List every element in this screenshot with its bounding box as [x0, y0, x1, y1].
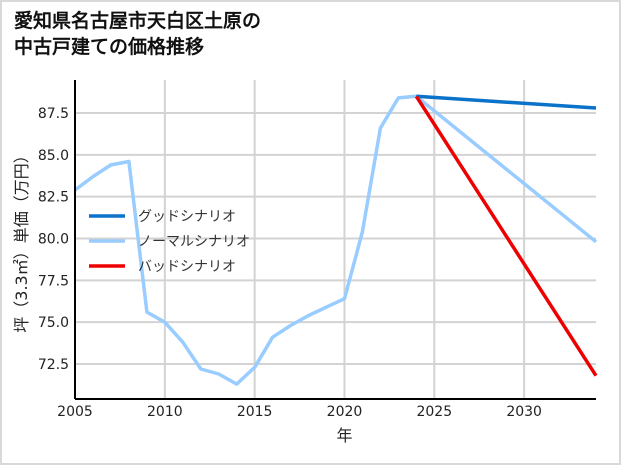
axes — [74, 80, 596, 400]
series-line — [416, 94, 597, 110]
x-tick-label: 2030 — [506, 404, 542, 420]
data-lines — [73, 94, 598, 386]
y-tick-label: 85.0 — [38, 148, 69, 164]
legend-label: ノーマルシナリオ — [138, 234, 250, 250]
legend-label: グッドシナリオ — [138, 209, 236, 225]
y-tick-label: 82.5 — [38, 190, 69, 206]
series-line — [414, 95, 598, 377]
y-tick-label: 77.5 — [38, 273, 69, 289]
title-line-2: 中古戸建ての価格推移 — [14, 36, 205, 58]
series-line — [73, 94, 598, 386]
y-axis-label: 坪（3.3㎡）単価（万円） — [12, 147, 31, 332]
x-tick-label: 2010 — [147, 404, 183, 420]
title-line-1: 愛知県名古屋市天白区土原の — [14, 10, 262, 32]
x-tick-label: 2015 — [237, 404, 273, 420]
chart-title: 愛知県名古屋市天白区土原の 中古戸建ての価格推移 — [14, 8, 261, 60]
x-tick-label: 2025 — [416, 404, 452, 420]
x-axis-label: 年 — [336, 426, 352, 445]
x-tick-label: 2005 — [57, 404, 93, 420]
grid-lines — [75, 80, 596, 399]
y-tick-label: 72.5 — [38, 357, 69, 373]
y-tick-label: 80.0 — [38, 232, 69, 248]
tick-labels: 72.5 75.0 77.5 80.0 82.5 85.0 87.5 2005 2010 2015… — [38, 106, 542, 420]
legend-label: バッドシナリオ — [138, 259, 236, 275]
y-tick-label: 87.5 — [38, 106, 69, 122]
x-tick-label: 2020 — [327, 404, 363, 420]
y-tick-label: 75.0 — [38, 315, 69, 331]
